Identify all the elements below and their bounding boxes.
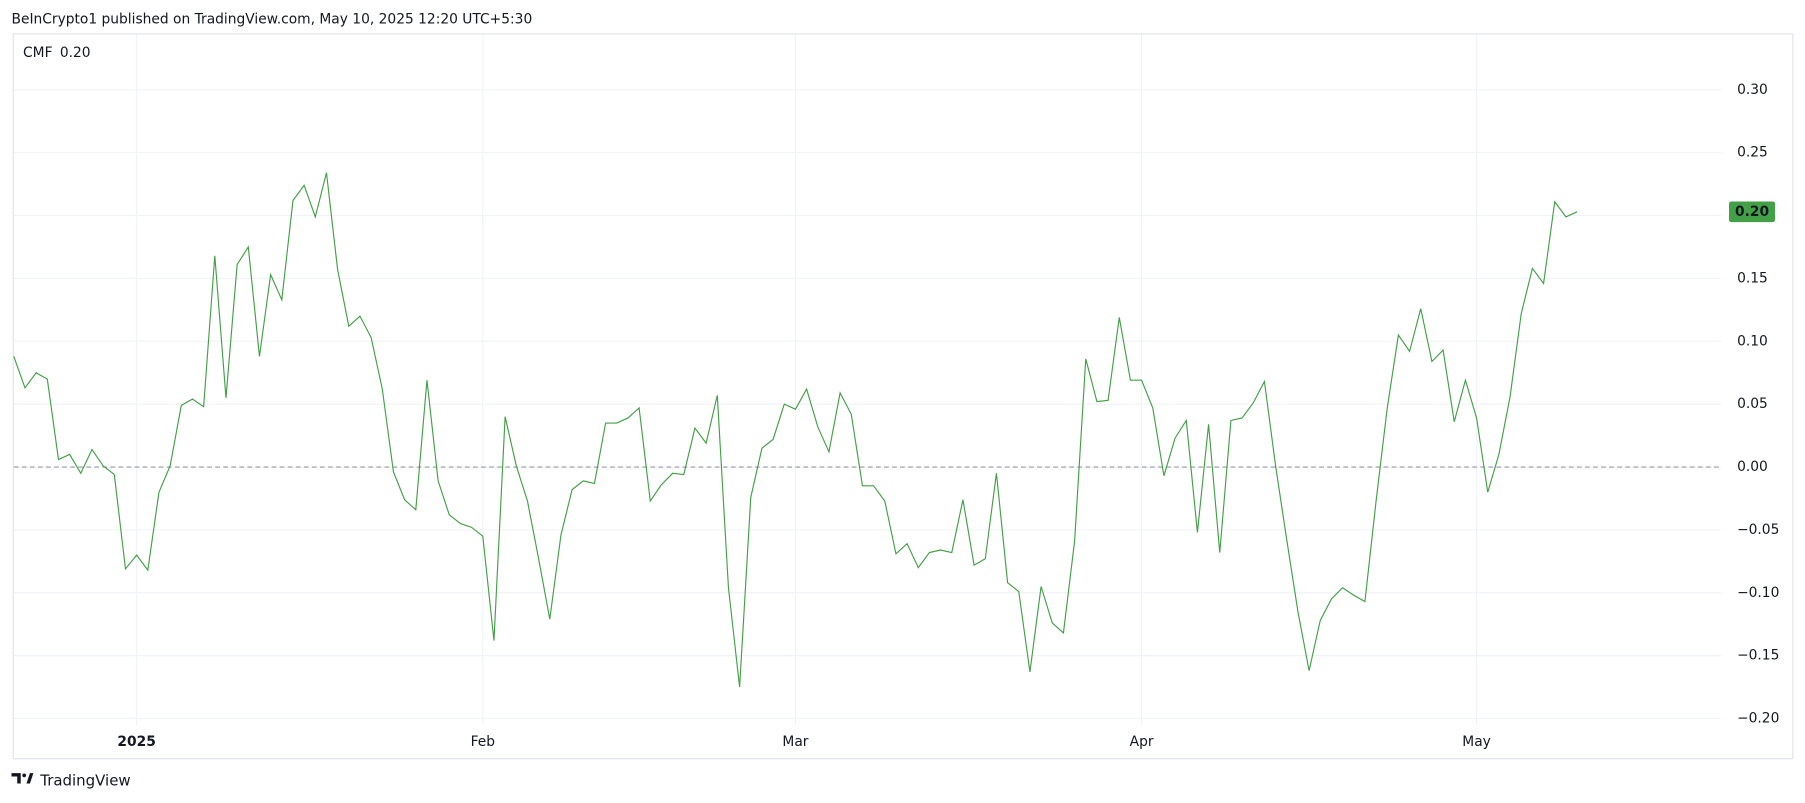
last-value-tag	[1729, 201, 1776, 223]
series-line	[13, 172, 1578, 688]
legend-name: CMF	[23, 45, 53, 61]
y-tick-label: −0.05	[1737, 522, 1779, 538]
last-value-label: 0.20	[1735, 204, 1769, 220]
y-tick-label: −0.10	[1737, 585, 1779, 601]
y-tick-label: 0.25	[1737, 145, 1768, 161]
y-tick-label: 0.05	[1737, 396, 1768, 412]
y-tick-label: −0.20	[1737, 710, 1779, 726]
x-tick-label: 2025	[117, 734, 155, 750]
x-tick-label: Mar	[782, 734, 808, 750]
tv-logo	[11, 773, 34, 784]
x-tick-label: May	[1462, 734, 1491, 750]
y-tick-label: 0.30	[1737, 82, 1768, 98]
y-tick-label: 0.00	[1737, 459, 1768, 475]
chart-frame	[12, 33, 1794, 760]
x-tick-label: Apr	[1130, 734, 1154, 750]
footer-brand: TradingView	[39, 772, 130, 790]
header: BeInCrypto1 published on TradingView.com…	[12, 12, 533, 28]
y-tick-label: 0.15	[1737, 270, 1768, 286]
legend-value: 0.20	[60, 45, 91, 61]
x-tick-label: Feb	[471, 734, 495, 750]
y-tick-label: −0.15	[1737, 648, 1779, 664]
y-tick-label: 0.10	[1737, 333, 1768, 349]
